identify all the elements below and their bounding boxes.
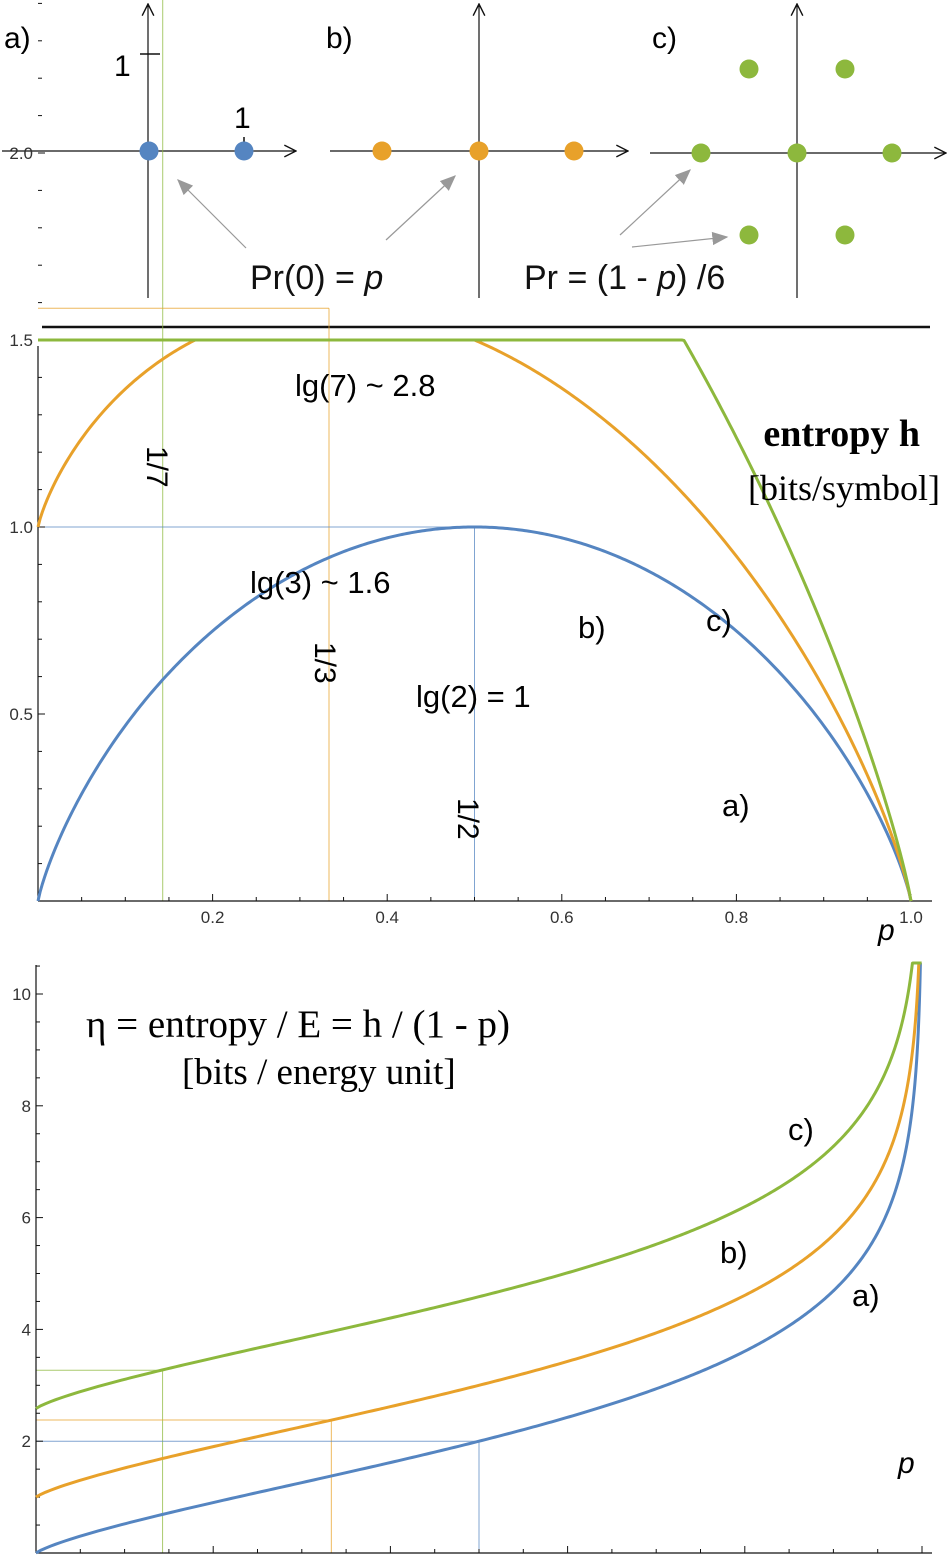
entropy-y-tick-label: 1.5	[9, 331, 33, 350]
entropy-text: entropy h [bits/symbol] p lg(7) ~ 2.8 lg…	[140, 368, 940, 947]
panel-a-point-0	[139, 141, 159, 161]
efficiency-x-label: p	[897, 1447, 915, 1480]
efficiency-y-tick-label: 2	[22, 1432, 31, 1451]
entropy-subtitle: [bits/symbol]	[748, 468, 940, 508]
arrow-pr-c-diag	[631, 231, 729, 248]
efficiency-text: η = entropy / E = h / (1 - p) [bits / en…	[86, 1003, 915, 1480]
entropy-chart: 0.20.40.60.81.00.51.01.52.02.5 entropy h…	[9, 0, 940, 947]
efficiency-label-c: c)	[788, 1112, 814, 1147]
panel-a-x-tick-label: 1	[234, 102, 251, 135]
efficiency-label-b: b)	[720, 1235, 748, 1270]
efficiency-chart: 0.20.40.60.81.0246810 η = entropy / E = …	[12, 961, 932, 1555]
entropy-x-tick-label: 0.2	[201, 908, 225, 927]
panel-b-point-neg	[372, 141, 392, 161]
entropy-axes: 0.20.40.60.81.00.51.01.52.02.5	[9, 2, 932, 927]
efficiency-subtitle: [bits / energy unit]	[182, 1052, 456, 1093]
panel-c-point	[882, 143, 902, 163]
entropy-title: entropy h	[763, 413, 920, 455]
panel-a-y-tick-label: 1	[114, 50, 131, 83]
efficiency-series-c-line	[35, 961, 924, 1410]
annotation-lg2: lg(2) = 1	[416, 679, 531, 714]
panel-c-point	[835, 225, 855, 245]
annotation-one-seventh: 1/7	[140, 446, 173, 488]
annotation-lg7: lg(7) ~ 2.8	[295, 368, 435, 403]
efficiency-series	[35, 961, 924, 1555]
entropy-series-c-line	[38, 338, 913, 902]
panel-b-point-0	[469, 141, 489, 161]
panel-a: a) 1 1	[2, 4, 296, 298]
entropy-x-tick-label: 0.8	[725, 908, 749, 927]
entropy-y-tick-label: 2.0	[9, 144, 33, 163]
panel-a-point-1	[234, 141, 254, 161]
annotation-arrows	[177, 169, 729, 249]
panel-c-label: c)	[652, 22, 677, 55]
entropy-x-tick-label: 0.4	[375, 908, 399, 927]
arrow-pr0-b	[385, 175, 456, 241]
entropy-label-a: a)	[722, 788, 750, 823]
entropy-series	[36, 338, 913, 902]
entropy-y-tick-label: 1.0	[9, 518, 33, 537]
efficiency-series-b-line	[35, 961, 924, 1499]
entropy-x-tick-label: 0.6	[550, 908, 574, 927]
annotation-lg3: lg(3) ~ 1.6	[250, 565, 390, 600]
entropy-x-label: p	[877, 914, 895, 947]
efficiency-y-tick-label: 6	[22, 1209, 31, 1228]
panel-c-point	[739, 225, 759, 245]
annotation-one-third: 1/3	[308, 642, 341, 684]
annotation-one-half: 1/2	[451, 798, 484, 840]
entropy-y-tick-label: 0.5	[9, 705, 33, 724]
entropy-label-b: b)	[578, 610, 606, 645]
panel-b-point-pos	[564, 141, 584, 161]
efficiency-y-tick-label: 10	[12, 985, 31, 1004]
entropy-label-c: c)	[706, 603, 732, 638]
annotation-pr-c: Pr = (1 - p) /6	[524, 259, 725, 297]
panel-c-point	[691, 143, 711, 163]
panel-b-label: b)	[326, 22, 353, 55]
panel-c-point	[835, 59, 855, 79]
panel-c-point-0	[787, 143, 807, 163]
entropy-x-tick-label: 1.0	[899, 908, 923, 927]
efficiency-axes: 0.20.40.60.81.0246810	[12, 965, 932, 1554]
efficiency-title: η = entropy / E = h / (1 - p)	[86, 1003, 510, 1046]
arrow-pr0-a	[177, 179, 247, 249]
entropy-guides	[38, 0, 475, 901]
efficiency-label-a: a)	[852, 1278, 880, 1313]
arrow-pr-c-axis	[619, 169, 691, 236]
efficiency-y-tick-label: 8	[22, 1097, 31, 1116]
panel-c: c)	[650, 4, 946, 298]
efficiency-guides	[36, 1369, 480, 1553]
annotation-pr0: Pr(0) = p	[250, 259, 383, 297]
panel-c-point	[739, 59, 759, 79]
constellation-panels: a) 1 1 b) c)	[2, 4, 946, 298]
efficiency-series-a-line	[35, 961, 924, 1555]
efficiency-y-tick-label: 4	[22, 1320, 31, 1339]
panel-b: b)	[326, 4, 628, 298]
entropy-series-a-line	[36, 525, 913, 902]
panel-a-label: a)	[4, 22, 31, 55]
